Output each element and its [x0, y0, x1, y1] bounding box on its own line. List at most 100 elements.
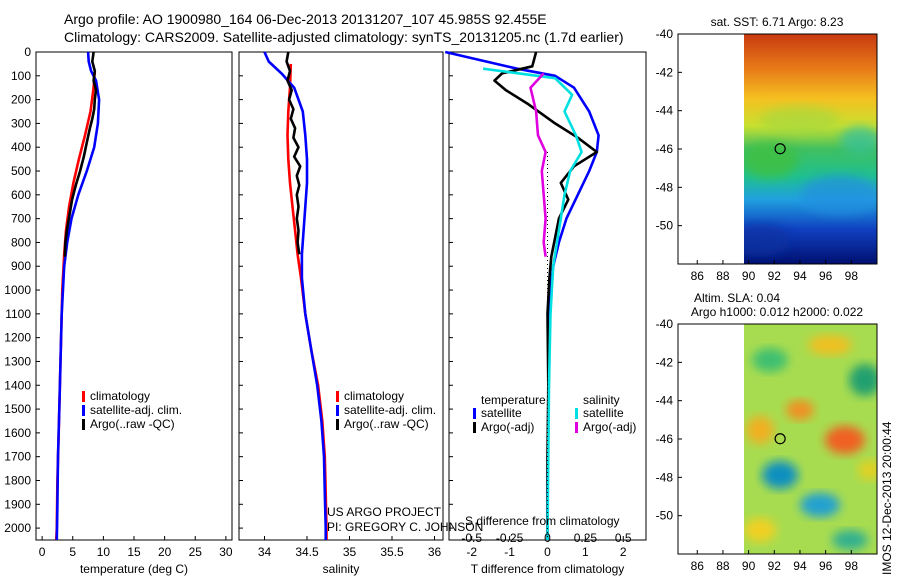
x-tick-label: 20: [158, 545, 172, 559]
legend-swatch-argo: [473, 422, 476, 433]
depth-tick-label: 1100: [5, 307, 31, 321]
legend-title-temperature: temperature: [481, 393, 546, 407]
depth-tick-label: 1900: [4, 497, 31, 511]
depth-tick-label: 1400: [4, 378, 31, 392]
x-tick-label: 0: [39, 545, 46, 559]
header-line-1: Argo profile: AO 1900980_164 06-Dec-2013…: [64, 11, 547, 27]
map-x-tick-label: 94: [793, 559, 807, 573]
x-tick-label: 0: [544, 545, 551, 559]
legend-label-magenta: Argo(-adj): [583, 420, 636, 434]
legend-label-argo: Argo(..raw -QC): [90, 417, 175, 431]
legend-label-argo: Argo(..raw -QC): [344, 417, 429, 431]
series-line-sat: [444, 50, 600, 540]
sst-map-title: sat. SST: 6.71 Argo: 8.23: [711, 15, 844, 29]
map-y-tick-label: -42: [656, 355, 674, 369]
legend-label-clim: climatology: [90, 389, 150, 403]
map-x-tick-label: 92: [768, 269, 782, 283]
series-line-argo: [493, 51, 599, 540]
depth-tick-label: 1500: [4, 402, 31, 416]
x-tick-label: 35: [343, 545, 357, 559]
legend-label-sat: satellite-adj. clim.: [344, 403, 436, 417]
legend-swatch-clim: [82, 391, 85, 402]
annotation-pi: PI: GREGORY C. JOHNSON: [327, 520, 483, 534]
argo-position-marker: [774, 143, 786, 155]
depth-tick-label: 800: [11, 235, 31, 249]
x-top-tick-label: -0.5: [461, 531, 482, 545]
map-x-tick-label: 98: [845, 559, 859, 573]
depth-tick-label: 900: [11, 259, 31, 273]
x-top-tick-label: 0: [544, 531, 551, 545]
depth-tick-label: 1000: [4, 283, 31, 297]
depth-tick-label: 300: [11, 116, 31, 130]
map-y-tick-label: -46: [656, 432, 674, 446]
map-x-tick-label: 88: [716, 559, 730, 573]
legend-swatch-sat: [336, 405, 339, 416]
depth-tick-label: 700: [11, 212, 31, 226]
legend-swatch-magenta: [575, 422, 578, 433]
sla-map: [744, 324, 877, 554]
legend-swatch-clim: [336, 391, 339, 402]
sla-map-title: Altim. SLA: 0.04: [694, 291, 780, 305]
series-line-magenta: [529, 72, 547, 257]
depth-tick-label: 100: [11, 69, 31, 83]
depth-tick-label: 1800: [4, 473, 31, 487]
depth-tick-label: 400: [11, 140, 31, 154]
map-y-tick-label: -46: [656, 142, 674, 156]
temperature-panel: 0100200300400500600700800900100011001200…: [4, 45, 233, 576]
map-y-tick-label: -42: [656, 65, 674, 79]
map-x-tick-label: 96: [819, 559, 833, 573]
map-y-tick-label: -40: [656, 317, 674, 331]
legend-label-cyan: satellite: [583, 406, 624, 420]
map-x-tick-label: 96: [819, 269, 833, 283]
map-x-tick-label: 94: [793, 269, 807, 283]
sla-map-subtitle: Argo h1000: 0.012 h2000: 0.022: [691, 305, 863, 319]
depth-tick-label: 200: [11, 93, 31, 107]
x-tick-label: 5: [69, 545, 76, 559]
map-y-tick-label: -48: [656, 470, 674, 484]
map-x-tick-label: 86: [691, 559, 705, 573]
depth-tick-label: 500: [11, 164, 31, 178]
sla-map-axes: -40 -42 -44 -46 -48 -50 86 88 90 92 94 96 98 Altim. S…: [656, 291, 878, 573]
imos-timestamp: IMOS 12-Dec-2013 20:00:44: [880, 421, 894, 575]
x-tick-label: 34: [258, 545, 272, 559]
map-x-tick-label: 90: [742, 559, 756, 573]
sla-features: [744, 335, 877, 550]
legend-swatch-sat: [82, 405, 85, 416]
x-top-tick-label: -0.25: [496, 531, 524, 545]
map-x-tick-label: 88: [716, 269, 730, 283]
salinity-panel: 34 34.5 35 35.5 36 salinity climatologysatelli…: [238, 51, 483, 576]
depth-tick-label: 600: [11, 188, 31, 202]
difference-panel: -2 -1 0 1 2 T difference from climatology -0.5…: [444, 50, 647, 576]
x-tick-label: -2: [466, 545, 477, 559]
legend-swatch-argo: [82, 419, 85, 430]
map-y-tick-label: -50: [656, 219, 674, 233]
map-x-tick-label: 86: [691, 269, 705, 283]
depth-tick-label: 2000: [4, 521, 31, 535]
x-axis-label: salinity: [323, 562, 360, 576]
legend-swatch-sat: [473, 408, 476, 419]
x-tick-label: 1: [582, 545, 589, 559]
x-tick-label: 35.5: [380, 545, 404, 559]
map-x-tick-label: 98: [845, 269, 859, 283]
x-axis-label: T difference from climatology: [471, 562, 625, 576]
x-tick-label: 30: [219, 545, 233, 559]
legend-title-salinity: salinity: [583, 393, 620, 407]
x-tick-label: 10: [97, 545, 111, 559]
map-y-tick-label: -50: [656, 509, 674, 523]
series-line-sat: [55, 51, 101, 541]
plot-frame: [35, 51, 233, 541]
x-tick-label: 2: [620, 545, 627, 559]
depth-tick-label: 1700: [4, 450, 31, 464]
series-line-argo: [285, 51, 302, 255]
map-y-tick-label: -40: [656, 27, 674, 41]
map-y-tick-label: -44: [656, 104, 674, 118]
argo-position-marker: [774, 433, 786, 445]
x-tick-label: 36: [428, 545, 442, 559]
x-tick-label: -1: [504, 545, 515, 559]
map-y-tick-label: -44: [656, 394, 674, 408]
legend-swatch-argo: [336, 419, 339, 430]
sst-map-axes: -40 -42 -44 -46 -48 -50 86 88 90 92 94 96 98 sat. SST…: [656, 15, 878, 283]
x-top-tick-label: 0.25: [574, 531, 598, 545]
legend-label-clim: climatology: [344, 389, 404, 403]
